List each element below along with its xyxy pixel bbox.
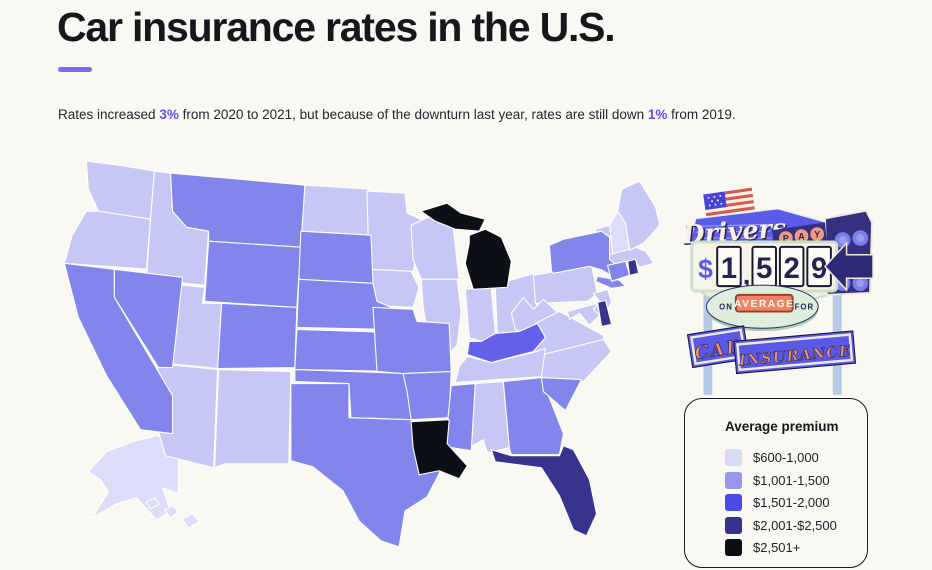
state-CT[interactable]: Connecticut [607, 260, 631, 282]
digit-9: 9 [811, 252, 827, 285]
legend-label: $600-1,000 [753, 450, 819, 465]
legend-title: Average premium [725, 419, 839, 434]
legend-item-1: $1,001-1,500 [725, 471, 867, 489]
state-IN[interactable]: Indiana [464, 286, 496, 343]
legend-label: $1,501-2,000 [753, 495, 830, 510]
retro-price-sign: Drivers Drivers P A Y [681, 187, 874, 395]
legend-item-3: $2,001-$2,500 [725, 516, 867, 534]
state-AL[interactable]: Alabama [470, 381, 510, 454]
state-NV[interactable]: Nevada [113, 268, 184, 369]
subtitle-highlight-3pct: 3% [159, 107, 179, 122]
state-MT[interactable]: Montana [169, 172, 306, 248]
state-CO[interactable]: Colorado [217, 302, 298, 370]
currency-symbol: $ [698, 254, 713, 284]
state-HI[interactable]: Hawaii [145, 497, 201, 529]
subtitle-text-3: from 2019. [667, 107, 736, 122]
state-ME[interactable]: Maine [617, 180, 661, 251]
state-DE[interactable]: Delaware [596, 299, 613, 327]
pay-letter-y: Y [814, 230, 820, 240]
digit-5: 5 [756, 252, 772, 285]
us-flag-icon [703, 187, 755, 217]
legend-rows: $600-1,000 $1,001-1,500 $1,501-2,000 $2,001… [725, 449, 867, 556]
legend-label: $2,501+ [753, 540, 801, 555]
legend-swatch [725, 449, 742, 466]
on-label: ON [719, 303, 733, 312]
state-WY[interactable]: Wyoming [204, 240, 302, 308]
premium-board: $ 1 , 5 2 9 [690, 240, 839, 293]
for-label: FOR [795, 303, 814, 312]
legend-swatch [725, 516, 742, 534]
car-banner: CAR [686, 325, 750, 369]
subtitle-highlight-1pct: 1% [647, 107, 668, 122]
state-SD[interactable]: South Dakota [298, 230, 374, 284]
legend-label: $2,001-$2,500 [753, 517, 837, 533]
average-oval: ON AVERAGE FOR [705, 284, 819, 332]
state-FL[interactable]: Florida [490, 445, 598, 537]
legend-card: Average premium $600-1,000 $1,001-1,500 $1… [684, 398, 868, 568]
pay-letter-a: A [798, 232, 805, 242]
us-choropleth-map[interactable]: AlaskaHawaiiNew HampshireWashingtonOrego… [58, 149, 680, 570]
state-NM[interactable]: New Mexico [214, 368, 292, 469]
state-RI[interactable]: Rhode Island [627, 258, 640, 276]
state-WA[interactable]: Washington [85, 160, 156, 220]
digit-2: 2 [784, 252, 800, 285]
state-AR[interactable]: Arkansas [402, 370, 452, 421]
state-LA[interactable]: Louisiana [410, 419, 468, 480]
state-OR[interactable]: Oregon [63, 210, 152, 270]
state-SC[interactable]: South Carolina [540, 376, 583, 412]
subtitle-text-2: from 2020 to 2021, but because of the do… [178, 107, 648, 122]
title-accent-line [58, 67, 92, 72]
state-KY[interactable]: Kentucky [466, 322, 546, 364]
state-MI[interactable]: Michigan [420, 202, 512, 290]
arrow-left-icon [824, 241, 874, 292]
state-TX[interactable]: Texas [290, 383, 446, 548]
legend-label: $1,001-1,500 [753, 472, 830, 488]
legend-item-2: $1,501-2,000 [725, 494, 867, 511]
legend-swatch [725, 494, 742, 511]
legend-item-0: $600-1,000 [725, 449, 867, 466]
legend-swatch [725, 539, 742, 556]
subtitle: Rates increased 3% from 2020 to 2021, bu… [58, 106, 798, 125]
digit-1: 1 [721, 252, 737, 285]
state-ND[interactable]: North Dakota [300, 184, 372, 236]
page-title: Car insurance rates in the U.S. [57, 4, 616, 50]
pay-letter-p: P [783, 234, 789, 244]
legend-swatch [725, 471, 742, 489]
insurance-banner: INSURANCE [733, 330, 857, 375]
average-label: AVERAGE [734, 299, 794, 310]
subtitle-text-1: Rates increased [58, 107, 160, 122]
state-NE[interactable]: Nebraska [296, 278, 392, 330]
comma: , [743, 259, 751, 290]
legend-item-4: $2,501+ [725, 539, 867, 556]
